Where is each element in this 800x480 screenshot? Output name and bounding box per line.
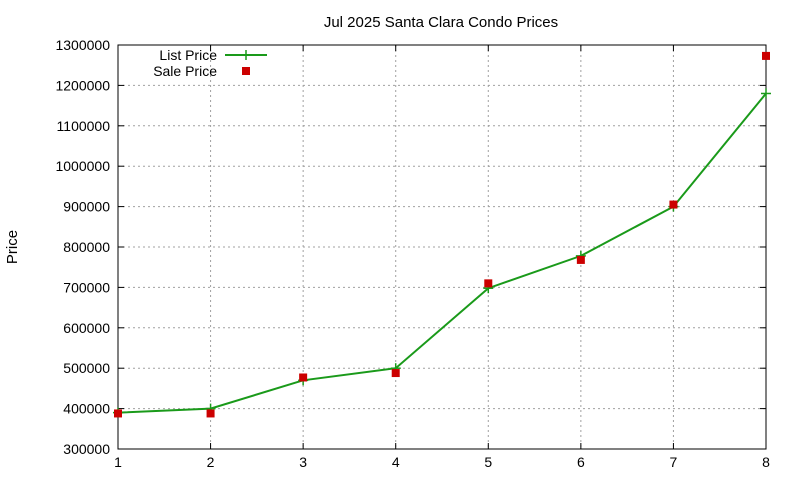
data-point: [576, 255, 585, 264]
x-tick-label: 7: [670, 454, 678, 470]
x-tick-label: 8: [762, 454, 770, 470]
legend-marker: [242, 67, 250, 75]
x-tick-label: 2: [207, 454, 215, 470]
legend-label: List Price: [159, 47, 217, 63]
y-tick-label: 800000: [63, 239, 110, 255]
data-point: [669, 200, 678, 209]
x-tick-label: 5: [484, 454, 492, 470]
x-tick-label: 4: [392, 454, 400, 470]
data-point: [114, 409, 122, 418]
y-tick-label: 300000: [63, 441, 110, 457]
data-point: [206, 409, 215, 418]
series-2: [114, 51, 770, 418]
y-tick-label: 1000000: [55, 158, 110, 174]
y-tick-label: 1200000: [55, 77, 110, 93]
data-point: [391, 369, 400, 378]
data-point: [761, 88, 771, 99]
legend-label: Sale Price: [153, 63, 217, 79]
series-line: [117, 92, 767, 414]
series-1: [113, 88, 771, 418]
x-tick-label: 1: [114, 454, 122, 470]
data-point: [762, 51, 770, 60]
series: [113, 51, 771, 418]
x-tick-label: 6: [577, 454, 585, 470]
legend-marker: [241, 50, 251, 60]
y-axis-label: Price: [4, 230, 21, 264]
y-tick-label: 1300000: [55, 37, 110, 53]
y-tick-label: 500000: [63, 360, 110, 376]
data-point: [299, 373, 308, 382]
tick-labels: 300000 400000 500000 600000 700000 800000 9000…: [55, 37, 770, 470]
grid: [118, 45, 766, 449]
x-tick-label: 3: [299, 454, 307, 470]
y-tick-label: 900000: [63, 199, 110, 215]
y-tick-label: 1100000: [57, 118, 111, 134]
chart-title: Jul 2025 Santa Clara Condo Prices: [324, 14, 558, 31]
data-point: [484, 279, 493, 288]
y-tick-label: 600000: [63, 320, 110, 336]
y-tick-label: 400000: [63, 401, 110, 417]
y-tick-label: 700000: [63, 279, 110, 295]
